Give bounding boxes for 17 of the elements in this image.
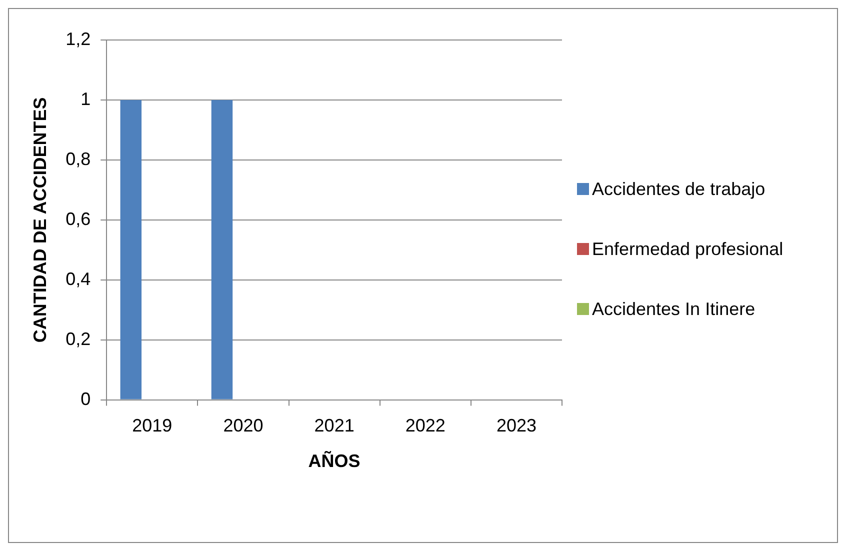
legend-label: Accidentes In Itinere — [592, 298, 756, 321]
y-tick-label: 0 — [80, 388, 91, 409]
y-tick-label: 0,8 — [66, 148, 91, 169]
y-tick-label: 1,2 — [66, 28, 91, 49]
y-tick-label: 0,2 — [66, 328, 91, 349]
x-axis-title: AÑOS — [308, 450, 360, 472]
y-tick-label: 0,6 — [66, 208, 91, 229]
x-tick-label: 2019 — [132, 416, 172, 436]
y-tick-label: 1 — [80, 88, 91, 109]
legend-label: Accidentes de trabajo — [592, 178, 766, 201]
x-tick-label: 2021 — [314, 416, 354, 436]
x-tick-label: 2022 — [405, 416, 446, 436]
legend-label: Enfermedad profesional — [592, 238, 784, 261]
y-axis-title: CANTIDAD DE ACCIDENTES — [30, 97, 50, 343]
x-tick-label: 2020 — [223, 416, 264, 436]
y-tick-label: 0,4 — [66, 268, 91, 289]
x-tick-label: 2023 — [496, 416, 536, 436]
